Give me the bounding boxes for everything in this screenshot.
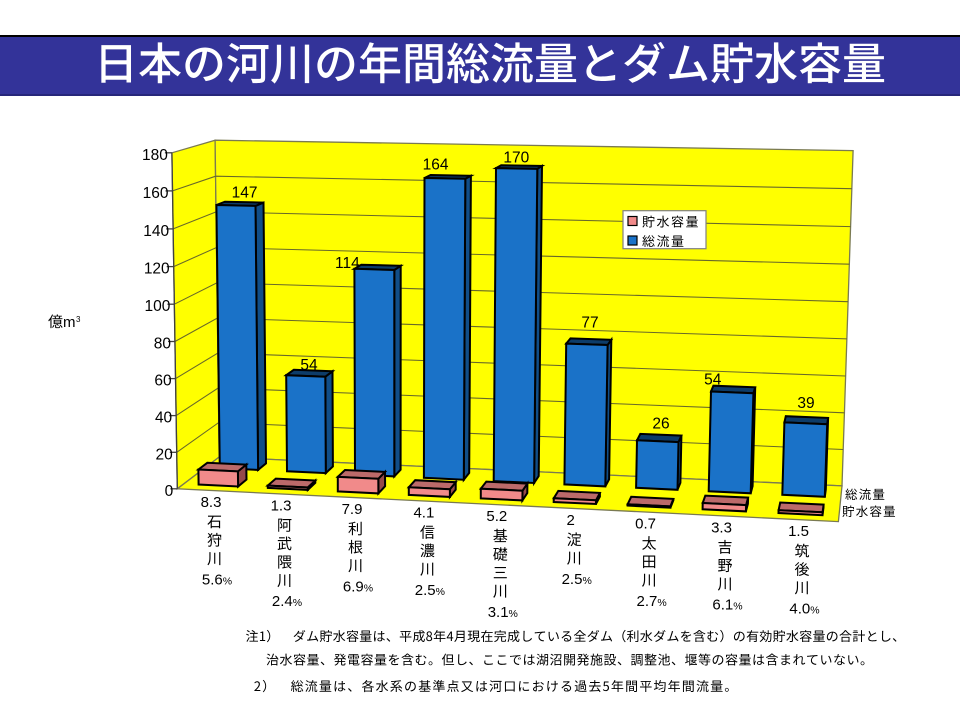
svg-text:140: 140 <box>143 223 169 240</box>
svg-text:1.5: 1.5 <box>788 523 809 540</box>
svg-text:4.1: 4.1 <box>413 505 434 522</box>
svg-text:170: 170 <box>503 149 529 166</box>
svg-text:164: 164 <box>423 156 449 173</box>
svg-text:77: 77 <box>581 314 598 331</box>
svg-text:0.7: 0.7 <box>635 516 656 533</box>
svg-text:3.3: 3.3 <box>711 519 732 536</box>
svg-text:180: 180 <box>142 147 168 164</box>
svg-text:54: 54 <box>704 371 722 388</box>
svg-text:100: 100 <box>145 298 171 315</box>
svg-text:4.0%: 4.0% <box>789 601 819 618</box>
svg-text:160: 160 <box>143 185 169 202</box>
svg-text:2: 2 <box>567 512 575 529</box>
svg-text:3.1%: 3.1% <box>488 604 518 621</box>
svg-text:5.2: 5.2 <box>486 508 507 525</box>
svg-text:2.7%: 2.7% <box>636 593 666 610</box>
svg-text:m: m <box>63 314 76 331</box>
svg-text:40: 40 <box>155 410 173 427</box>
svg-text:6.9%: 6.9% <box>343 578 373 595</box>
svg-text:7.9: 7.9 <box>342 501 363 518</box>
svg-text:147: 147 <box>232 184 258 201</box>
svg-text:2.4%: 2.4% <box>272 593 302 610</box>
svg-text:39: 39 <box>797 395 814 412</box>
svg-text:80: 80 <box>154 336 172 353</box>
svg-text:114: 114 <box>335 255 360 272</box>
svg-text:26: 26 <box>652 416 669 433</box>
svg-text:120: 120 <box>144 261 170 278</box>
svg-text:60: 60 <box>154 373 172 390</box>
svg-text:1.3: 1.3 <box>271 498 292 515</box>
svg-text:5.6%: 5.6% <box>202 571 232 588</box>
svg-text:0: 0 <box>165 483 174 500</box>
svg-text:2.5%: 2.5% <box>562 571 592 588</box>
svg-text:2.5%: 2.5% <box>415 582 445 599</box>
svg-text:6.1%: 6.1% <box>712 597 742 614</box>
svg-text:8.3: 8.3 <box>201 494 222 511</box>
svg-text:54: 54 <box>300 357 318 374</box>
svg-text:20: 20 <box>156 446 174 463</box>
svg-text:3: 3 <box>76 315 81 324</box>
